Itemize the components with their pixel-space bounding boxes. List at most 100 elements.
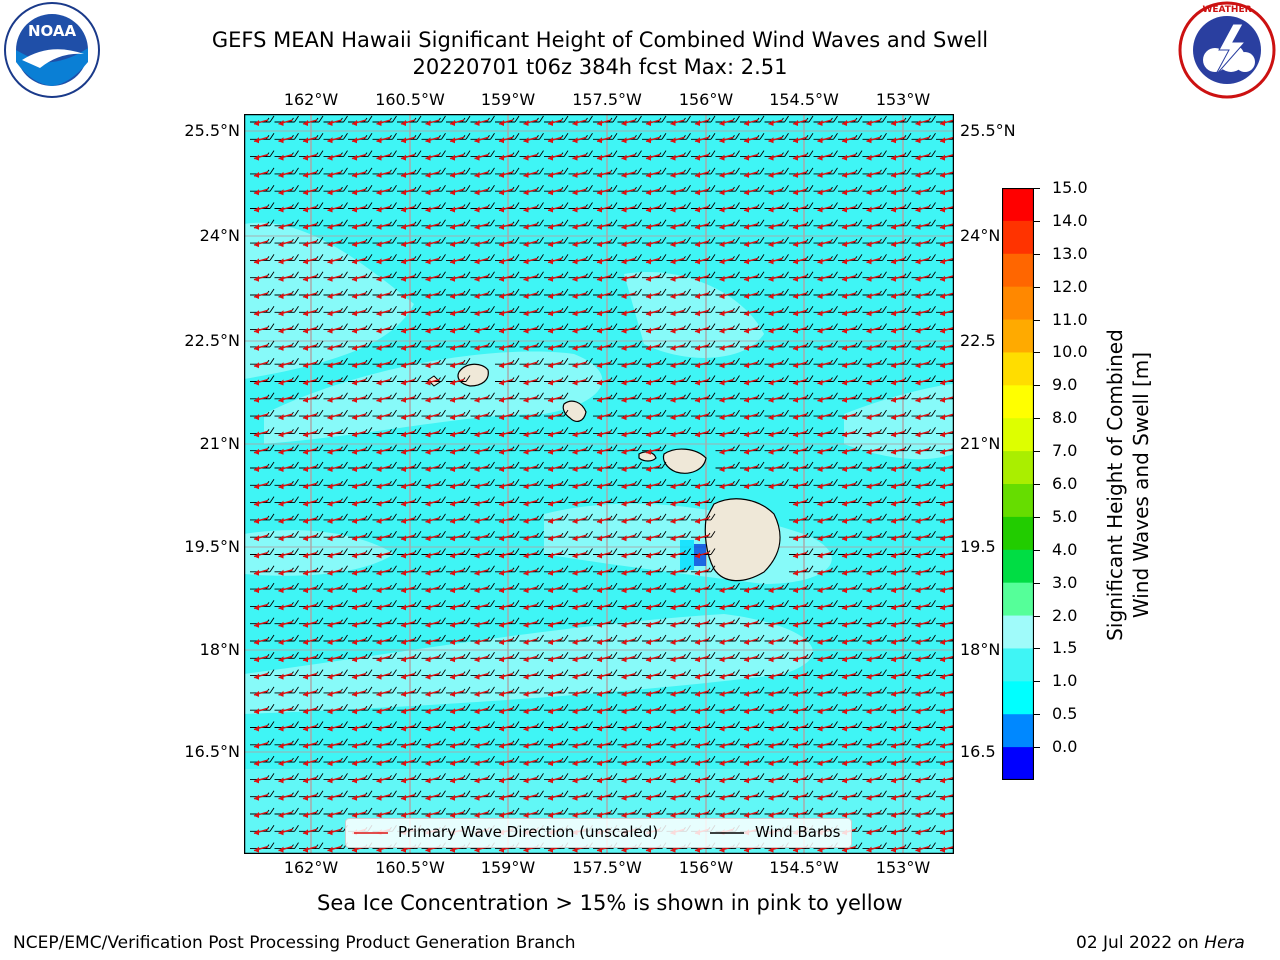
lon-tick-top: 154.5°W	[769, 90, 839, 109]
lat-tick-left: 18°N	[199, 640, 240, 659]
colorbar-segment	[1002, 319, 1034, 353]
colorbar-tick-label: 0.0	[1052, 737, 1078, 757]
lat-tick-right: 16.5	[960, 742, 996, 761]
lon-tick-bottom: 153°W	[875, 858, 931, 877]
lat-tick-right: 19.5	[960, 537, 996, 556]
colorbar-tick-label: 1.0	[1052, 671, 1078, 691]
colorbar-segment	[1002, 385, 1034, 419]
lon-tick-bottom: 160.5°W	[375, 858, 445, 877]
colorbar-segment	[1002, 253, 1034, 288]
colorbar-tick-label: 6.0	[1052, 474, 1078, 493]
island-landmass	[662, 448, 707, 474]
colorbar-label-line1: Significant Height of Combined	[1103, 329, 1127, 641]
light-wave-region	[244, 222, 414, 379]
colorbar-tick-mark	[1034, 220, 1040, 222]
colorbar-segment	[1002, 418, 1034, 452]
lon-tick-top: 160.5°W	[375, 90, 445, 109]
colorbar	[1001, 187, 1035, 781]
map-panel	[243, 113, 961, 855]
lon-tick-top: 156°W	[678, 90, 734, 109]
colorbar-label: Significant Height of Combined Wind Wave…	[1102, 275, 1154, 695]
colorbar-tick-label: 7.0	[1052, 441, 1078, 461]
colorbar-tick-mark	[1034, 615, 1040, 617]
colorbar-tick-mark	[1034, 352, 1040, 354]
colorbar-segment	[1002, 352, 1034, 386]
chart-title: GEFS MEAN Hawaii Significant Height of C…	[211, 28, 989, 52]
colorbar-segment	[1002, 188, 1034, 222]
colorbar-tick-label: 12.0	[1052, 276, 1088, 296]
lat-tick-left: 24°N	[199, 226, 240, 245]
colorbar-tick-label: 2.0	[1052, 605, 1078, 625]
colorbar-tick-mark	[1034, 549, 1040, 551]
light-wave-region	[844, 384, 954, 460]
colorbar-segment	[1002, 286, 1034, 321]
lat-tick-left: 22.5°N	[184, 331, 240, 350]
island-landmass	[562, 400, 587, 422]
lat-tick-left: 21°N	[199, 434, 240, 453]
sea-ice-note: Sea Ice Concentration > 15% is shown in …	[317, 891, 903, 915]
noaa-logo-text: NOAA	[28, 22, 77, 40]
colorbar-tick-mark	[1034, 319, 1040, 321]
lat-tick-right: 22.5	[960, 331, 996, 350]
colorbar-tick-label: 3.0	[1052, 572, 1078, 592]
colorbar-tick-label: 10.0	[1052, 342, 1088, 362]
colorbar-segment	[1002, 549, 1034, 584]
legend-primary-wave: Primary Wave Direction (unscaled)	[398, 823, 659, 841]
lon-tick-top: 153°W	[875, 90, 931, 109]
colorbar-tick-mark	[1034, 451, 1040, 453]
light-wave-region	[264, 351, 603, 444]
lon-tick-bottom: 162°W	[283, 858, 339, 877]
colorbar-tick-mark	[1034, 418, 1040, 420]
lon-tick-top: 162°W	[283, 90, 339, 109]
colorbar-tick-mark	[1034, 714, 1040, 716]
colorbar-tick-label: 11.0	[1052, 309, 1088, 329]
lon-tick-top: 159°W	[480, 90, 536, 109]
hawaiian-islands	[427, 363, 781, 582]
colorbar-segment	[1002, 747, 1034, 781]
lat-tick-right: 21°N	[960, 434, 1001, 453]
colorbar-segment	[1002, 648, 1034, 682]
colorbar-tick-mark	[1034, 582, 1040, 584]
colorbar-segment	[1002, 681, 1034, 715]
colorbar-tick-mark	[1034, 681, 1040, 683]
light-wave-region	[244, 530, 394, 576]
colorbar-tick-label: 1.5	[1052, 638, 1078, 658]
map-legend: Primary Wave Direction (unscaled) Wind B…	[345, 818, 852, 848]
colorbar-tick-label: 5.0	[1052, 506, 1078, 526]
lat-tick-right: 18°N	[960, 640, 1001, 659]
lat-tick-left: 19.5°N	[184, 537, 240, 556]
colorbar-tick-mark	[1034, 253, 1040, 255]
colorbar-label-line2: Wind Waves and Swell [m]	[1129, 351, 1153, 619]
island-landmass	[638, 451, 657, 462]
colorbar-tick-label: 8.0	[1052, 408, 1078, 428]
lat-tick-right: 24°N	[960, 226, 1001, 245]
lon-tick-bottom: 159°W	[480, 858, 536, 877]
lat-tick-right: 25.5°N	[960, 121, 1016, 140]
colorbar-tick-mark	[1034, 385, 1040, 387]
colorbar-tick-mark	[1034, 286, 1040, 288]
lat-tick-left: 25.5°N	[184, 121, 240, 140]
low-wave-patch	[680, 540, 694, 570]
colorbar-tick-label: 4.0	[1052, 539, 1078, 559]
lon-tick-top: 157.5°W	[572, 90, 642, 109]
nws-logo: WEATHER	[1175, 0, 1279, 100]
lat-tick-left: 16.5°N	[184, 742, 240, 761]
footer-date: 02 Jul 2022 on Hera	[1076, 933, 1245, 953]
colorbar-tick-label: 14.0	[1052, 210, 1088, 230]
svg-text:WEATHER: WEATHER	[1202, 5, 1251, 15]
light-wave-region	[244, 614, 813, 714]
colorbar-tick-mark	[1034, 188, 1040, 189]
colorbar-tick-label: 9.0	[1052, 375, 1078, 395]
colorbar-segment	[1002, 582, 1034, 617]
colorbar-tick-label: 15.0	[1052, 178, 1088, 197]
colorbar-tick-mark	[1034, 484, 1040, 485]
footer-left: NCEP/EMC/Verification Post Processing Pr…	[13, 933, 576, 953]
lon-tick-bottom: 156°W	[678, 858, 734, 877]
colorbar-segment	[1002, 714, 1034, 748]
lon-tick-bottom: 157.5°W	[572, 858, 642, 877]
footer-date-text: 02 Jul 2022 on	[1076, 933, 1205, 953]
footer-host: Hera	[1204, 933, 1245, 953]
colorbar-segment	[1002, 516, 1034, 551]
colorbar-segment	[1002, 451, 1034, 485]
ocean-background	[244, 114, 954, 854]
